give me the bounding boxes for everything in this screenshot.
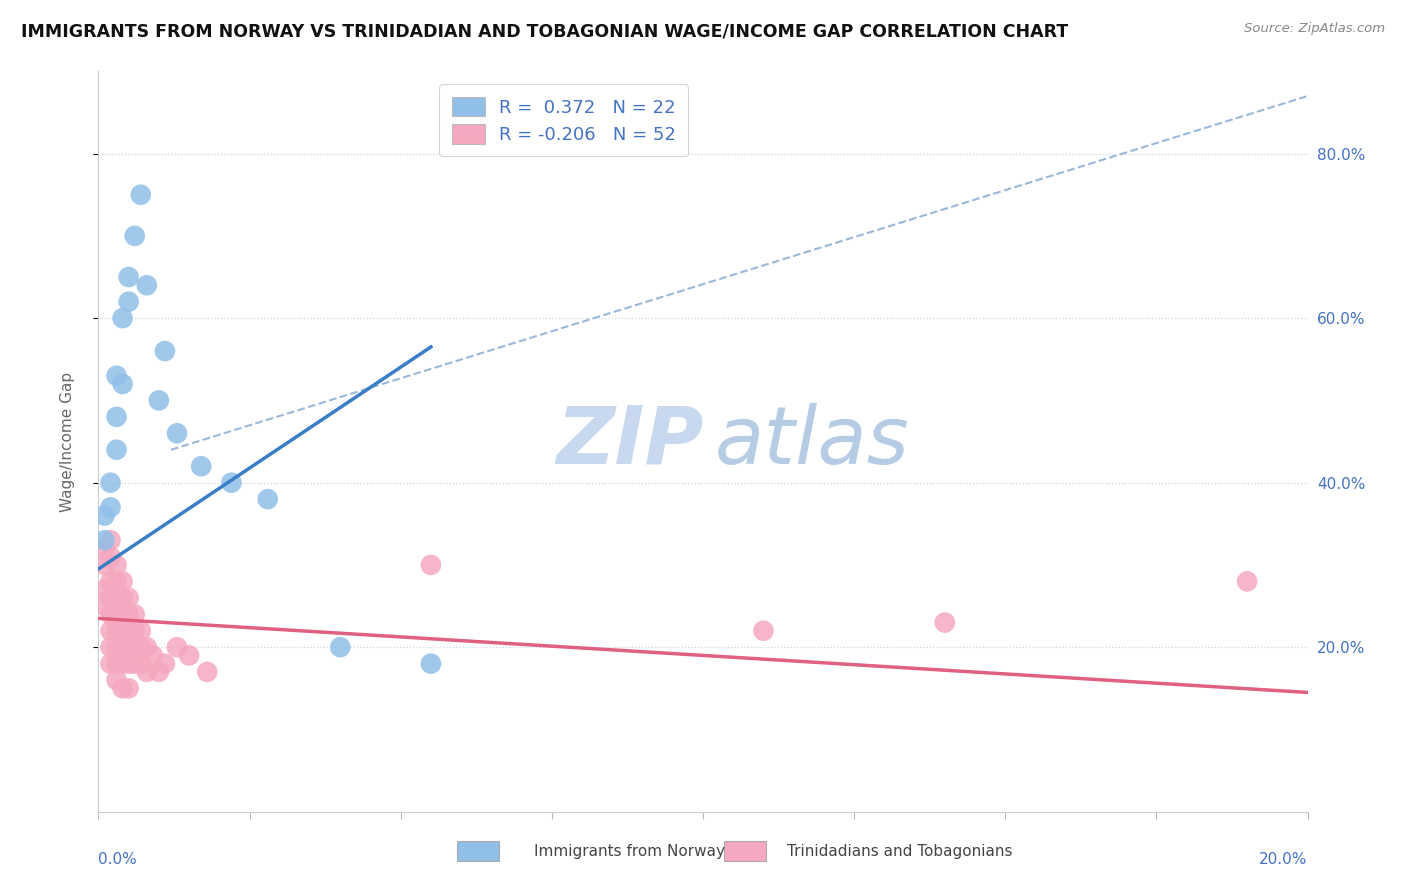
Point — [111, 681, 134, 696]
Point — [111, 574, 134, 589]
Point — [1236, 574, 1258, 589]
Point — [129, 624, 152, 638]
Point — [105, 409, 128, 424]
Point — [118, 624, 141, 638]
Point — [105, 574, 128, 589]
Point — [124, 228, 146, 243]
Point — [93, 541, 115, 556]
Point — [148, 665, 170, 679]
Point — [135, 665, 157, 679]
Point — [221, 475, 243, 490]
Point — [124, 640, 146, 655]
Text: Immigrants from Norway: Immigrants from Norway — [534, 845, 725, 859]
Point — [153, 657, 176, 671]
Y-axis label: Wage/Income Gap: Wage/Income Gap — [60, 371, 75, 512]
Point — [420, 657, 443, 671]
Point — [100, 624, 122, 638]
Point — [195, 665, 218, 679]
Point — [934, 615, 956, 630]
Text: 0.0%: 0.0% — [98, 853, 138, 867]
Text: 20.0%: 20.0% — [1260, 853, 1308, 867]
Point — [105, 624, 128, 638]
Point — [93, 558, 115, 572]
Point — [93, 582, 115, 597]
Point — [420, 558, 443, 572]
Point — [111, 607, 134, 622]
Point — [105, 368, 128, 383]
Point — [752, 624, 775, 638]
Point — [256, 492, 278, 507]
Point — [111, 591, 134, 605]
Point — [118, 607, 141, 622]
Point — [118, 657, 141, 671]
Point — [100, 475, 122, 490]
Legend: R =  0.372   N = 22, R = -0.206   N = 52: R = 0.372 N = 22, R = -0.206 N = 52 — [440, 84, 689, 156]
Point — [100, 640, 122, 655]
Point — [118, 270, 141, 285]
Point — [105, 591, 128, 605]
Point — [100, 657, 122, 671]
Point — [100, 591, 122, 605]
Point — [93, 533, 115, 548]
Point — [93, 599, 115, 613]
Point — [118, 591, 141, 605]
Point — [100, 500, 122, 515]
Point — [93, 508, 115, 523]
Point — [129, 187, 152, 202]
Text: Trinidadians and Tobagonians: Trinidadians and Tobagonians — [787, 845, 1012, 859]
Point — [148, 393, 170, 408]
Point — [111, 624, 134, 638]
Point — [166, 640, 188, 655]
Point — [111, 657, 134, 671]
Point — [105, 673, 128, 687]
Text: ZIP: ZIP — [555, 402, 703, 481]
Point — [105, 607, 128, 622]
Point — [118, 294, 141, 309]
Point — [135, 278, 157, 293]
Point — [135, 640, 157, 655]
Point — [105, 640, 128, 655]
Point — [329, 640, 352, 655]
Point — [124, 624, 146, 638]
Point — [190, 459, 212, 474]
Point — [142, 648, 165, 663]
Text: atlas: atlas — [716, 402, 910, 481]
Point — [111, 311, 134, 326]
Point — [111, 376, 134, 391]
Text: Source: ZipAtlas.com: Source: ZipAtlas.com — [1244, 22, 1385, 36]
Point — [111, 640, 134, 655]
Point — [105, 657, 128, 671]
Point — [129, 657, 152, 671]
Point — [100, 549, 122, 564]
Point — [105, 442, 128, 457]
Point — [118, 640, 141, 655]
Point — [179, 648, 201, 663]
Point — [129, 640, 152, 655]
Point — [100, 607, 122, 622]
Point — [153, 344, 176, 359]
Point — [118, 681, 141, 696]
Point — [124, 607, 146, 622]
Point — [100, 574, 122, 589]
Point — [105, 558, 128, 572]
Point — [124, 657, 146, 671]
Point — [100, 533, 122, 548]
Text: IMMIGRANTS FROM NORWAY VS TRINIDADIAN AND TOBAGONIAN WAGE/INCOME GAP CORRELATION: IMMIGRANTS FROM NORWAY VS TRINIDADIAN AN… — [21, 22, 1069, 40]
Point — [166, 426, 188, 441]
